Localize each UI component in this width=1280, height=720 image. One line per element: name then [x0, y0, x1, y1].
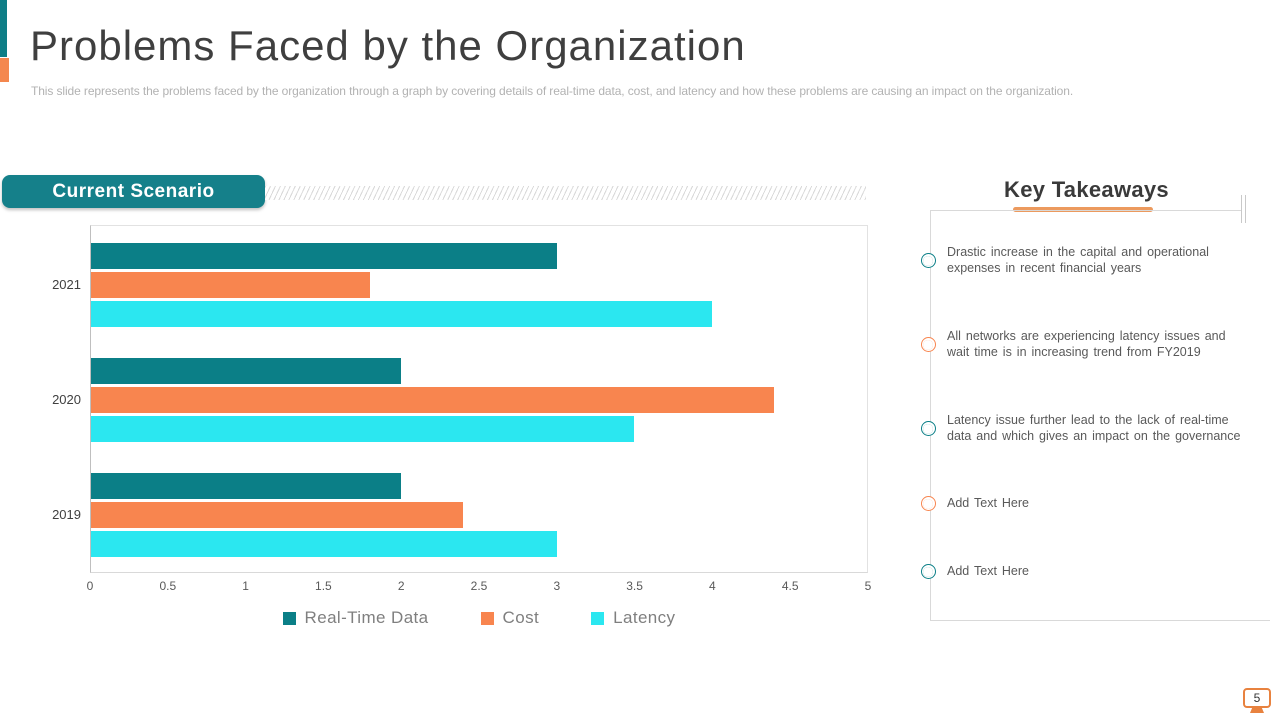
- bullet-dot: [923, 567, 933, 578]
- takeaway-text: Add Text Here: [947, 496, 1029, 510]
- bullet-dot: [923, 256, 933, 266]
- legend-swatch-icon: [282, 611, 296, 625]
- x-axis-tick-label: 0.5: [159, 579, 177, 593]
- legend-swatch-icon: [591, 611, 605, 625]
- category-label: 2020: [52, 392, 81, 407]
- bullet-dot: [923, 499, 933, 510]
- bullet-circle-icon: [921, 337, 936, 352]
- legend-item-latency: Latency: [591, 608, 675, 628]
- panel-corner-tick-icon: [1241, 195, 1242, 223]
- takeaway-item: Add Text Here: [921, 564, 1261, 580]
- x-axis-tick-label: 0: [86, 579, 94, 593]
- panel-corner-tick-icon: [1245, 195, 1246, 223]
- bullet-circle-icon: [921, 421, 936, 436]
- legend-item-cost: Cost: [480, 608, 540, 628]
- bar-latency: [91, 531, 557, 557]
- takeaway-item: All networks are experiencing latency is…: [921, 329, 1261, 360]
- chart-plot-area: 2021 2020 2019: [52, 225, 868, 573]
- takeaway-item: Drastic increase in the capital and oper…: [921, 245, 1261, 276]
- category-label: 2021: [52, 277, 81, 292]
- takeaways-panel-border-left: [930, 210, 931, 620]
- takeaways-panel-border-bottom: [930, 620, 1270, 621]
- chart-x-axis-labels: 0 0.5 1 1.5 2 2.5 3 3.5 4 4.5 5: [86, 579, 872, 595]
- page-number-badge: 5: [1243, 688, 1271, 713]
- x-axis-tick-label: 4.5: [781, 579, 799, 593]
- bar-cost: [91, 272, 371, 298]
- bar-group-2019: 2019: [52, 473, 867, 560]
- takeaway-text: Latency issue further lead to the lack o…: [947, 413, 1241, 443]
- bullet-circle-icon: [921, 253, 936, 268]
- current-scenario-banner: Current Scenario: [2, 175, 265, 208]
- bullet-circle-icon: [921, 564, 936, 580]
- x-axis-tick-label: 3: [553, 579, 561, 593]
- title-accent-teal-bar: [0, 0, 7, 57]
- legend-swatch-icon: [480, 611, 494, 625]
- bullet-dot: [923, 424, 933, 434]
- bar-latency: [91, 301, 712, 327]
- x-axis-tick-label: 2: [397, 579, 405, 593]
- takeaways-panel-border-top: [930, 210, 1242, 211]
- title-accent-orange-bar: [0, 58, 9, 82]
- bar-cost: [91, 502, 464, 528]
- heading-underline-accent: [1013, 207, 1153, 212]
- bar-real-time-data: [91, 243, 557, 269]
- page-number: 5: [1253, 691, 1261, 705]
- bullet-dot: [923, 340, 933, 350]
- x-axis-tick-label: 5: [864, 579, 872, 593]
- takeaway-text: All networks are experiencing latency is…: [947, 329, 1226, 359]
- banner-label: Current Scenario: [52, 180, 215, 202]
- slide-subtitle: This slide represents the problems faced…: [31, 84, 1074, 98]
- page-title: Problems Faced by the Organization: [30, 22, 746, 69]
- bar-cost: [91, 387, 774, 413]
- legend-label: Latency: [613, 608, 676, 627]
- bar-real-time-data: [91, 473, 402, 499]
- bullet-circle-icon: [921, 496, 936, 512]
- category-label: 2019: [52, 507, 81, 522]
- takeaway-text: Add Text Here: [947, 564, 1029, 578]
- x-axis-tick-label: 3.5: [626, 579, 643, 593]
- legend-label: Real-Time Data: [304, 608, 429, 627]
- legend-label: Cost: [502, 608, 540, 627]
- bar-real-time-data: [91, 358, 402, 384]
- bar-latency: [91, 416, 635, 442]
- x-axis-tick-label: 1: [242, 579, 249, 593]
- decorative-hatch-strip: [265, 186, 866, 200]
- legend-item-real-time-data: Real-Time Data: [282, 608, 429, 628]
- takeaway-item: Add Text Here: [921, 496, 1261, 512]
- x-axis-tick-label: 2.5: [470, 579, 488, 593]
- bar-group-2020: 2020: [52, 358, 867, 445]
- chart-legend: Real-Time Data Cost Latency: [90, 608, 868, 628]
- monitor-icon-base: [1250, 708, 1264, 713]
- x-axis-tick-label: 1.5: [315, 579, 332, 593]
- bar-group-2021: 2021: [52, 243, 867, 330]
- takeaway-text: Drastic increase in the capital and oper…: [947, 245, 1209, 275]
- monitor-icon: 5: [1243, 688, 1271, 708]
- takeaway-item: Latency issue further lead to the lack o…: [921, 413, 1261, 444]
- key-takeaways-heading: Key Takeaways: [1004, 177, 1169, 202]
- x-axis-tick-label: 4: [709, 579, 716, 593]
